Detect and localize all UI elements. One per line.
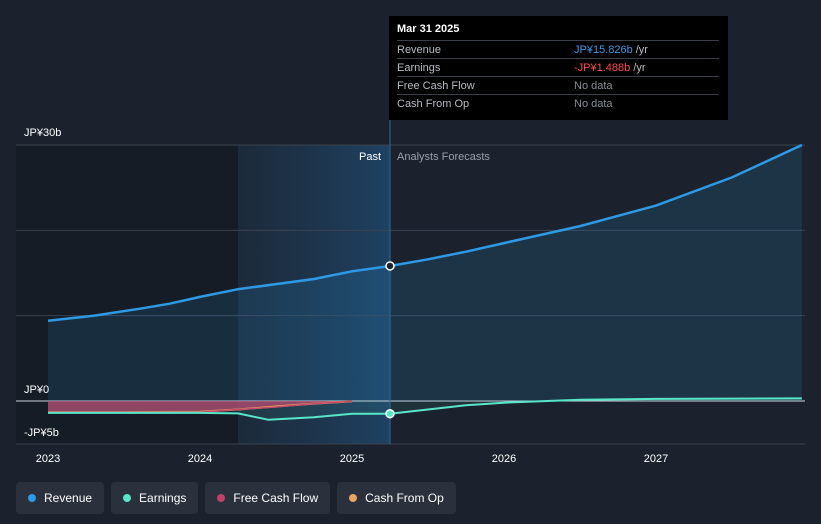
legend-dot-icon [28,494,36,502]
y-label-bottom: -JP¥5b [24,427,59,439]
legend-dot-icon [123,494,132,502]
past-region-background [238,145,390,444]
tooltip-row-cash-from-op: Cash From Op No data [397,94,719,112]
tooltip: Mar 31 2025 Revenue JP¥15.826b /yr Earni… [389,16,728,120]
highlight-markers [385,261,395,419]
grid-lines [16,144,805,445]
tooltip-date: Mar 31 2025 [397,23,460,35]
legend-item-revenue[interactable]: Revenue [16,482,105,514]
tooltip-row-revenue: Revenue JP¥15.826b /yr [397,40,719,58]
free-cash-flow-area [48,401,352,413]
x-tick-label: 2026 [492,453,516,465]
forecast-label: Analysts Forecasts [397,151,490,163]
tooltip-row-earnings: Earnings -JP¥1.488b /yr [397,58,719,76]
legend-label: Earnings [139,491,187,505]
legend-label: Cash From Op [365,491,444,505]
revenue-area [48,145,802,401]
past-label: Past [359,151,381,163]
revenue-marker [385,261,395,271]
legend-label: Revenue [44,491,93,505]
earnings-marker [385,408,395,419]
x-tick-label: 2025 [340,453,364,465]
x-axis-ticks: 2023 2024 2025 2026 2027 [36,453,668,465]
pre-past-background [16,145,238,444]
y-label-top: JP¥30b [24,127,61,139]
legend-item-free-cash-flow[interactable]: Free Cash Flow [205,482,331,514]
tooltip-unit: /yr [633,61,646,74]
x-tick-label: 2024 [188,453,212,465]
tooltip-value: JP¥15.826b [574,43,633,56]
legend-item-earnings[interactable]: Earnings [111,482,199,514]
tooltip-value: No data [574,79,613,92]
tooltip-label: Earnings [397,61,441,74]
tooltip-label: Revenue [397,43,442,56]
tooltip-value: -JP¥1.488b [574,61,631,74]
y-axis-labels: JP¥30b JP¥0 -JP¥5b [24,127,61,439]
y-label-zero: JP¥0 [24,384,49,396]
legend-item-cash-from-op[interactable]: Cash From Op [337,482,456,514]
tooltip-unit: /yr [635,43,648,56]
legend-dot-icon [349,494,358,502]
x-tick-label: 2027 [644,453,668,465]
legend-label: Free Cash Flow [233,491,319,505]
legend: Revenue Earnings Free Cash Flow Cash Fro… [16,482,456,514]
revenue-line [47,143,803,323]
tooltip-label: Free Cash Flow [397,79,475,92]
tooltip-value: No data [574,97,613,110]
x-tick-label: 2023 [36,453,60,465]
tooltip-label: Cash From Op [397,97,470,110]
tooltip-row-free-cash-flow: Free Cash Flow No data [397,76,719,94]
legend-dot-icon [217,494,226,502]
